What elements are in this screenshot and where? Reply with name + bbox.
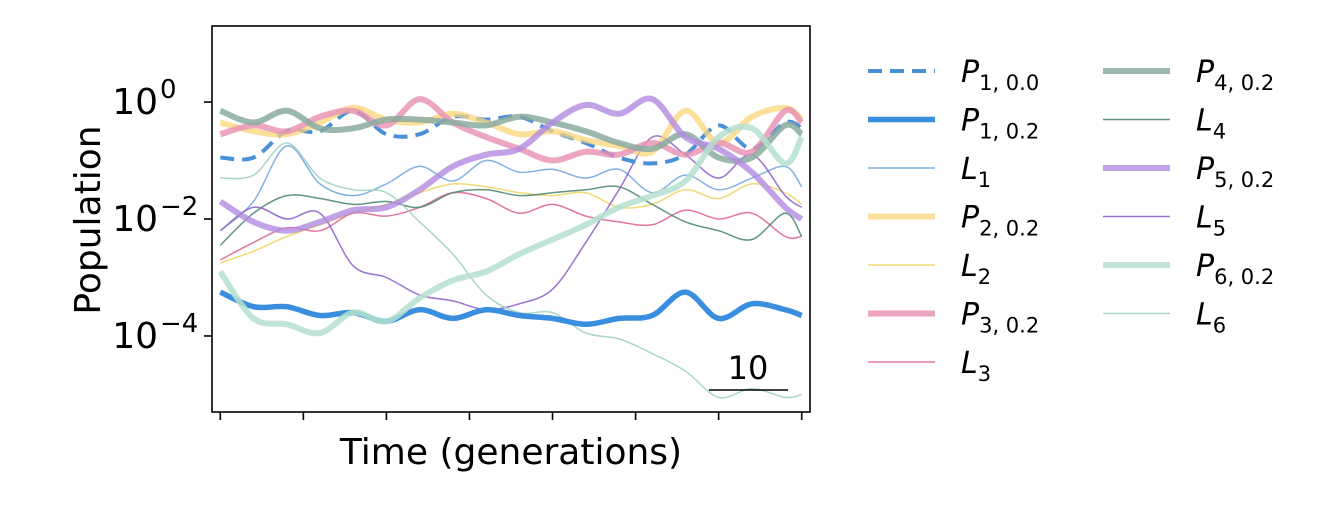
series-line-p-4-0-2 — [219, 107, 804, 165]
series-line-l-6 — [220, 142, 802, 399]
legend-entry: P2, 0.2 — [868, 201, 1039, 241]
y-tick-exponent: −2 — [160, 192, 198, 222]
y-axis-label: Population — [68, 125, 109, 314]
y-tick-label: 10 — [112, 199, 158, 240]
legend-label: P6, 0.2 — [1196, 249, 1274, 289]
legend-label: P3, 0.2 — [961, 298, 1039, 338]
series-line-l-1 — [219, 145, 803, 232]
legend-entry: L5 — [1103, 201, 1226, 241]
y-tick-exponent: 0 — [160, 75, 177, 105]
legend-label: L2 — [961, 249, 991, 289]
legend-entry: P5, 0.2 — [1103, 152, 1274, 192]
y-tick-label: 10 — [112, 82, 158, 123]
legend-entry: P1, 0.0 — [868, 55, 1039, 95]
legend-label: L3 — [961, 346, 991, 386]
legend-entry: L1 — [868, 152, 991, 192]
plot-lines — [217, 95, 805, 399]
legend-label: P4, 0.2 — [1196, 55, 1274, 95]
legend-entry: P1, 0.2 — [868, 104, 1039, 144]
series-line-l-4 — [219, 185, 803, 246]
legend-label: L6 — [1196, 298, 1226, 338]
legend-label: P1, 0.2 — [961, 104, 1039, 144]
legend-entry: L4 — [1103, 104, 1226, 144]
legend: P1, 0.0 P1, 0.2 L1 P2, 0.2 L2 P3, 0.2 L3 P4, 0.… — [868, 55, 1274, 386]
legend-entry: P3, 0.2 — [868, 298, 1039, 338]
series-line-l-5 — [219, 135, 803, 311]
series-line-p-5-0-2 — [218, 95, 804, 234]
scale-bar-label: 10 — [728, 349, 769, 387]
legend-label: L5 — [1196, 201, 1226, 241]
legend-label: L1 — [961, 152, 991, 192]
legend-label: L4 — [1196, 104, 1226, 144]
legend-entry: P6, 0.2 — [1103, 249, 1274, 289]
legend-entry: L2 — [868, 249, 991, 289]
legend-label: P5, 0.2 — [1196, 152, 1274, 192]
series-line-p-1-0-0 — [220, 108, 803, 166]
x-axis-label: Time (generations) — [339, 432, 682, 473]
legend-label: P2, 0.2 — [961, 201, 1039, 241]
series-line-p-1-0-2 — [219, 289, 803, 328]
y-tick-exponent: −4 — [160, 309, 198, 339]
x-ticks — [219, 412, 803, 420]
y-tick-label: 10 — [112, 316, 158, 357]
series-line-l-3 — [219, 191, 802, 261]
series-line-p-6-0-2 — [217, 123, 805, 337]
legend-entry: P4, 0.2 — [1103, 55, 1274, 95]
legend-entry: L6 — [1103, 298, 1226, 338]
legend-label: P1, 0.0 — [961, 55, 1039, 95]
legend-entry: L3 — [868, 346, 991, 386]
